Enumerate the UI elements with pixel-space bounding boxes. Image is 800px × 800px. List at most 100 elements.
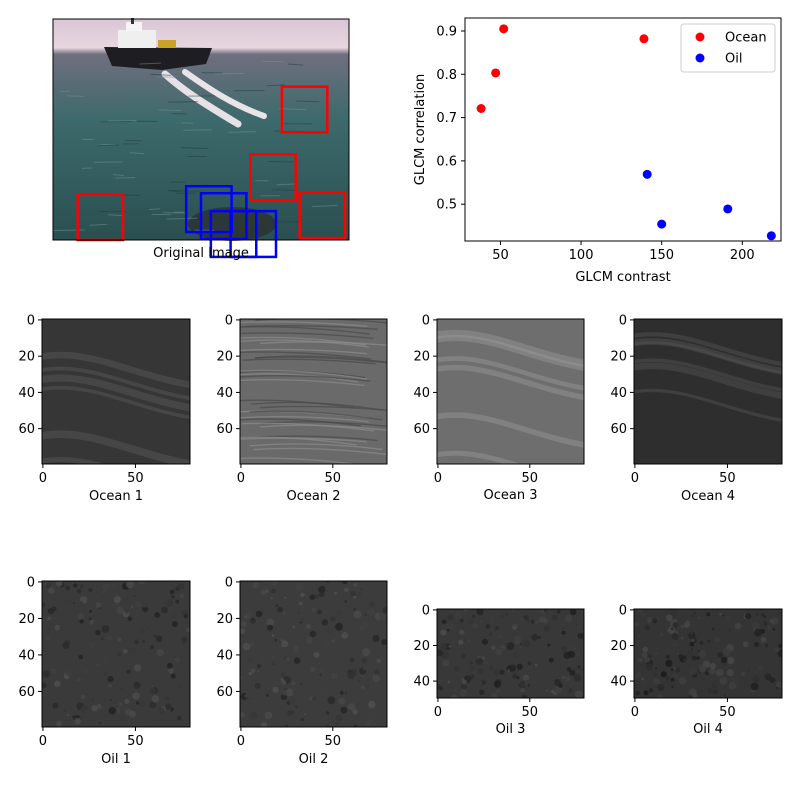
speckle	[362, 667, 366, 671]
y-tick-label: 40	[216, 648, 233, 663]
x-tick-label: 0	[39, 734, 47, 749]
speckle	[341, 631, 349, 639]
speckle	[634, 622, 637, 625]
ripple	[240, 348, 368, 355]
speckle	[512, 673, 518, 679]
y-tick-label: 0.7	[436, 111, 457, 126]
speckle	[304, 713, 306, 716]
ripple	[240, 375, 371, 382]
speckle	[78, 654, 83, 660]
speckle	[655, 667, 658, 670]
speckle	[300, 617, 305, 622]
speckle	[469, 661, 473, 665]
speckle	[536, 667, 540, 672]
speckle	[266, 618, 275, 627]
ripple	[249, 443, 383, 451]
speckle	[171, 621, 178, 628]
speckle	[272, 656, 275, 660]
speckle	[168, 668, 174, 674]
speckle	[698, 617, 700, 619]
speckle	[719, 612, 723, 616]
speckle	[63, 593, 66, 595]
ocean-point	[491, 68, 501, 78]
speckle	[376, 658, 381, 664]
speckle	[95, 601, 102, 608]
speckle	[151, 695, 160, 703]
speckle	[347, 702, 356, 711]
speckle	[56, 721, 62, 727]
speckle	[240, 628, 246, 634]
speckle	[264, 711, 273, 720]
patch-frame	[436, 608, 585, 699]
speckle	[167, 606, 175, 614]
speckle	[657, 694, 663, 698]
speckle	[89, 609, 93, 613]
speckle	[352, 708, 358, 715]
speckle	[181, 627, 186, 632]
y-tick-label: 40	[18, 648, 35, 663]
speckle	[113, 596, 121, 604]
speckle	[185, 627, 190, 633]
speckle	[657, 683, 665, 691]
patch-label: Oil 1	[101, 752, 131, 767]
speckle	[142, 633, 146, 636]
speckle	[282, 611, 286, 616]
speckle	[281, 640, 289, 648]
speckle	[122, 649, 128, 654]
speckle	[111, 582, 118, 589]
speckle	[280, 678, 284, 682]
speckle	[485, 624, 491, 629]
speckle	[116, 606, 124, 614]
speckle	[673, 673, 680, 680]
speckle	[749, 657, 753, 661]
speckle	[305, 623, 312, 629]
speckle	[138, 700, 146, 708]
wave-streak	[634, 332, 782, 367]
speckle	[313, 626, 319, 632]
speckle	[165, 703, 172, 710]
speckle	[512, 651, 520, 659]
speckle	[744, 613, 752, 620]
speckle	[523, 640, 531, 647]
speckle	[244, 615, 248, 619]
x-tick-label: 50	[719, 471, 736, 486]
speckle	[351, 644, 357, 650]
speckle	[138, 581, 146, 585]
speckle	[481, 638, 489, 645]
speckle	[645, 663, 653, 671]
speckle	[131, 605, 134, 608]
speckle	[151, 685, 155, 688]
patch-frame	[41, 580, 191, 728]
y-tick-label: 20	[216, 612, 233, 627]
scatter-frame	[464, 17, 782, 242]
speckle	[292, 645, 300, 652]
speckle	[374, 669, 380, 675]
speckle	[522, 674, 530, 681]
speckle	[690, 648, 693, 651]
speckle	[671, 633, 679, 641]
patch-label: Oil 3	[496, 722, 526, 737]
speckle	[365, 691, 372, 697]
ocean-point	[476, 103, 486, 113]
speckle	[334, 591, 338, 595]
speckle	[440, 629, 447, 636]
speckle	[665, 654, 670, 659]
speckle	[240, 621, 247, 628]
speckle	[56, 581, 63, 587]
y-tick-label: 60	[216, 685, 233, 700]
speckle	[734, 622, 742, 630]
ripple	[100, 120, 133, 123]
speckle	[344, 587, 349, 593]
wave-streak	[437, 334, 584, 371]
speckle	[47, 608, 54, 615]
speckle	[495, 648, 503, 656]
speckle	[116, 652, 121, 657]
speckle	[72, 602, 75, 604]
speckle	[119, 686, 123, 691]
speckle	[48, 586, 56, 594]
speckle	[309, 630, 317, 638]
speckle	[640, 612, 646, 618]
speckle	[760, 637, 767, 643]
speckle	[459, 689, 468, 697]
speckle	[490, 645, 496, 650]
